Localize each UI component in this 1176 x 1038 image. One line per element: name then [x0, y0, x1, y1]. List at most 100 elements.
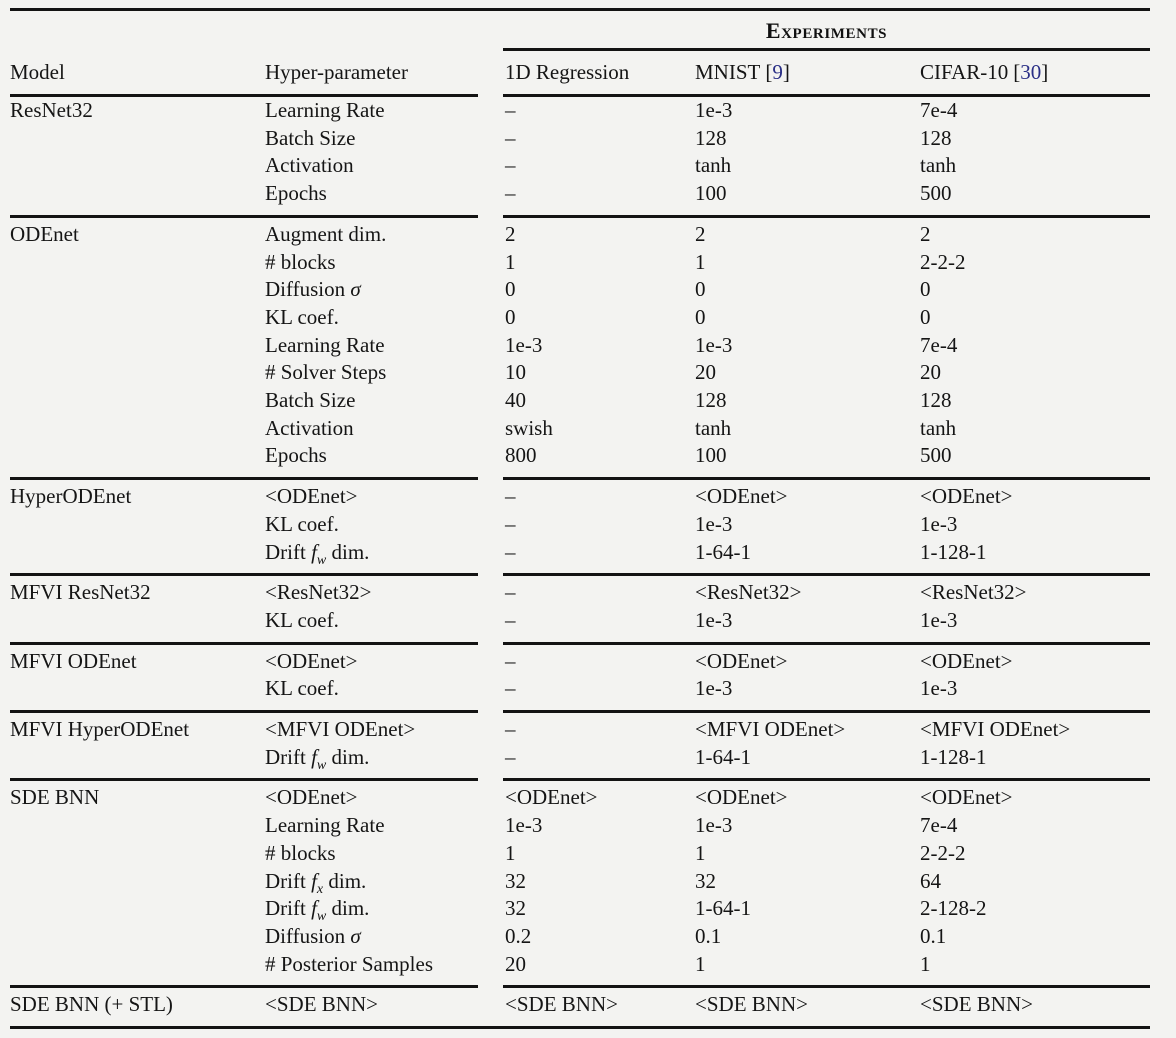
table-row: ResNet32 Learning Rate – 1e-3 7e-4	[10, 97, 1150, 125]
model-cell: MFVI ResNet32	[10, 580, 151, 605]
value-cell: 2-2-2	[920, 249, 966, 274]
column-header-row: Model Hyper-parameter 1D Regression MNIS…	[10, 51, 1150, 94]
experiments-band: Experiments	[10, 11, 1150, 48]
model-cell: ODEnet	[10, 221, 79, 246]
hyperparameter-cell: Batch Size	[265, 388, 356, 413]
table-top-rule	[10, 8, 1150, 11]
hyperparameter-cell: Epochs	[265, 443, 327, 468]
value-cell: <ODEnet>	[695, 785, 788, 810]
value-cell: 0	[505, 277, 516, 302]
value-cell: 128	[920, 125, 952, 150]
column-header-1d-regression: 1D Regression	[505, 60, 695, 85]
value-cell: –	[505, 580, 516, 605]
table-row: HyperODEnet <ODEnet> – <ODEnet> <ODEnet>	[10, 483, 1150, 511]
value-cell: –	[505, 153, 516, 178]
table-row: Epochs – 100 500	[10, 180, 1150, 208]
model-cell	[10, 951, 265, 979]
value-cell: 0.2	[505, 923, 532, 948]
table-row: Drift fw dim. – 1-64-1 1-128-1	[10, 744, 1150, 773]
model-cell	[10, 744, 265, 772]
table-row: KL coef. – 1e-3 1e-3	[10, 675, 1150, 703]
model-cell: SDE BNN	[10, 785, 100, 810]
model-section: MFVI ODEnet <ODEnet> – <ODEnet> <ODEnet> KL c…	[10, 648, 1150, 703]
hyperparameter-cell: <ResNet32>	[265, 580, 372, 605]
hyperparameter-cell: Learning Rate	[265, 332, 385, 357]
hyperparameter-cell: Diffusion σ	[265, 923, 361, 948]
value-cell: 20	[695, 360, 716, 385]
model-section: MFVI ResNet32 <ResNet32> – <ResNet32> <ResNe…	[10, 579, 1150, 634]
value-cell: 0	[695, 277, 706, 302]
model-section: SDE BNN (+ STL) <SDE BNN> <SDE BNN> <SDE BN…	[10, 991, 1150, 1019]
value-cell: 20	[920, 360, 941, 385]
value-cell: tanh	[920, 153, 957, 178]
model-cell	[10, 249, 265, 277]
value-cell: <ResNet32>	[920, 580, 1027, 605]
hyperparameter-cell: Learning Rate	[265, 98, 385, 122]
value-cell: 40	[505, 388, 526, 413]
value-cell: <ODEnet>	[505, 785, 598, 810]
value-cell: 20	[505, 951, 526, 976]
value-cell: 1e-3	[695, 813, 733, 838]
table-row: KL coef. 0 0 0	[10, 304, 1150, 332]
value-cell: tanh	[920, 415, 957, 440]
value-cell: –	[505, 648, 516, 673]
value-cell: 0	[920, 277, 931, 302]
value-cell: 1e-3	[920, 676, 958, 701]
value-cell: 1e-3	[920, 607, 958, 632]
value-cell: 7e-4	[920, 813, 958, 838]
value-cell: 2-2-2	[920, 840, 966, 865]
experiments-group-header: Experiments	[765, 18, 888, 43]
model-cell: HyperODEnet	[10, 484, 132, 509]
model-section: HyperODEnet <ODEnet> – <ODEnet> <ODEnet> KL c…	[10, 483, 1150, 568]
hyperparameter-cell: KL coef.	[265, 511, 339, 536]
value-cell: 100	[695, 181, 727, 206]
value-cell: –	[505, 511, 516, 536]
model-cell: SDE BNN (+ STL)	[10, 992, 173, 1017]
value-cell: –	[505, 717, 516, 742]
value-cell: 1e-3	[695, 98, 733, 122]
value-cell: 0	[920, 304, 931, 329]
model-cell	[10, 511, 265, 539]
model-cell	[10, 152, 265, 180]
table-row: Learning Rate 1e-3 1e-3 7e-4	[10, 332, 1150, 360]
model-cell	[10, 675, 265, 703]
header-rule	[10, 94, 1150, 97]
column-header-label: 1D Regression	[505, 60, 630, 84]
hyperparameter-cell: <ODEnet>	[265, 785, 358, 810]
citation-number[interactable]: 9	[772, 60, 783, 84]
value-cell: tanh	[695, 415, 732, 440]
model-cell	[10, 442, 265, 470]
value-cell: 2	[920, 221, 931, 246]
model-cell	[10, 180, 265, 208]
table-row: Diffusion σ 0 0 0	[10, 276, 1150, 304]
model-cell	[10, 125, 265, 153]
model-cell	[10, 607, 265, 635]
table-row: KL coef. – 1e-3 1e-3	[10, 511, 1150, 539]
value-cell: 0	[695, 304, 706, 329]
column-header-cifar10: CIFAR-10 [30]	[920, 60, 1150, 85]
table-row: Batch Size – 128 128	[10, 125, 1150, 153]
hyperparameter-cell: KL coef.	[265, 676, 339, 701]
section-rule	[10, 641, 1150, 645]
hyperparameter-cell: Learning Rate	[265, 813, 385, 838]
value-cell: 128	[920, 388, 952, 413]
value-cell: <SDE BNN>	[920, 992, 1033, 1017]
table-row: # Solver Steps 10 20 20	[10, 359, 1150, 387]
table-row: Drift fw dim. – 1-64-1 1-128-1	[10, 539, 1150, 568]
table-row: SDE BNN <ODEnet> <ODEnet> <ODEnet> <ODEnet>	[10, 784, 1150, 812]
value-cell: 0.1	[695, 923, 722, 948]
value-cell: 2-128-2	[920, 896, 987, 921]
table-row: # blocks 1 1 2-2-2	[10, 249, 1150, 277]
value-cell: 1	[505, 840, 516, 865]
model-cell: MFVI HyperODEnet	[10, 717, 190, 742]
table-row: ODEnet Augment dim. 2 2 2	[10, 221, 1150, 249]
hyperparameter-cell: <SDE BNN>	[265, 992, 378, 1017]
hyperparameter-cell: Drift fw dim.	[265, 744, 370, 773]
table-row: # Posterior Samples 20 1 1	[10, 951, 1150, 979]
value-cell: <MFVI ODEnet>	[695, 717, 846, 742]
citation-number[interactable]: 30	[1020, 60, 1042, 84]
value-cell: 1e-3	[920, 511, 958, 536]
value-cell: tanh	[695, 153, 732, 178]
column-header-label: CIFAR-10	[920, 60, 1009, 84]
